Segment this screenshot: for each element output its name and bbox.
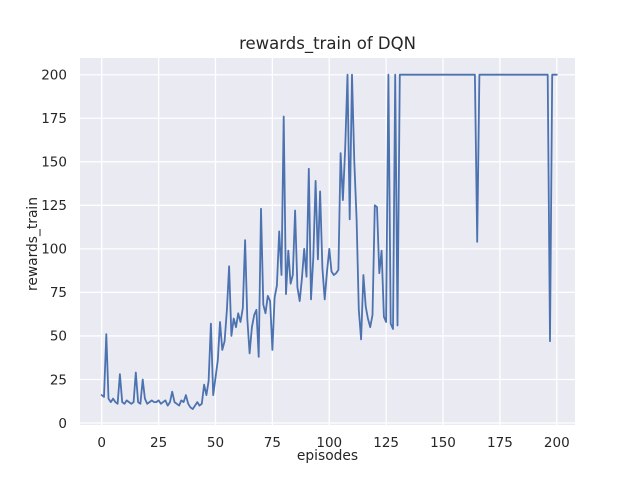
y-tick-label: 25: [50, 372, 67, 388]
data-line-rewards: [100, 73, 558, 411]
x-tick-label: 150: [430, 435, 456, 451]
y-tick-label: 175: [41, 111, 67, 127]
axes-background: [80, 58, 575, 425]
x-tick-label: 50: [207, 435, 224, 451]
x-tick-label: 125: [373, 435, 399, 451]
x-tick-label: 75: [264, 435, 281, 451]
y-tick-label: 200: [41, 68, 67, 84]
chart-title: rewards_train of DQN: [239, 34, 416, 53]
x-tick-label: 25: [150, 435, 167, 451]
y-tick-label: 0: [58, 416, 67, 432]
x-tick-label: 175: [487, 435, 513, 451]
y-tick-label: 75: [50, 285, 67, 301]
y-tick-label: 50: [50, 329, 67, 345]
y-tick-label: 125: [41, 198, 67, 214]
y-tick-label: 100: [41, 242, 67, 258]
y-axis-label: rewards_train: [25, 197, 41, 291]
y-tick-label: 150: [41, 155, 67, 171]
x-tick-label: 200: [544, 435, 570, 451]
x-tick-label: 0: [97, 435, 106, 451]
x-tick-label: 100: [316, 435, 342, 451]
x-axis-label: episodes: [296, 448, 359, 464]
